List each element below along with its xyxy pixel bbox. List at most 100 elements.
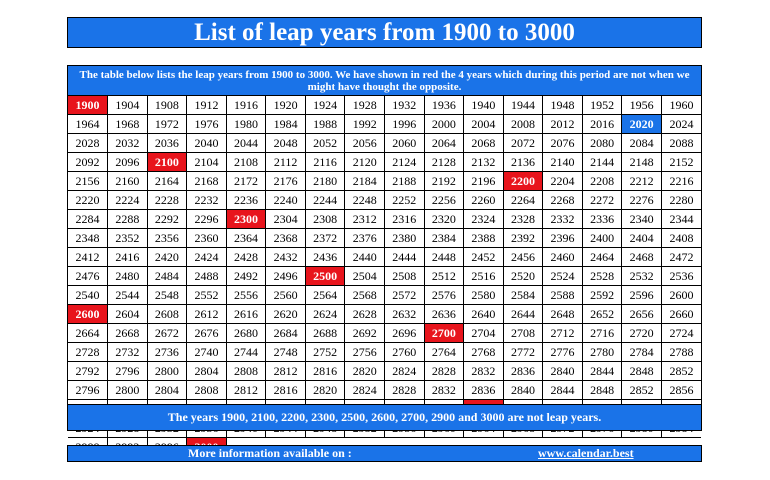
table-row: 2664 2668 2672 2676 2680 2684 2688 2692 2696 2700… <box>68 323 701 343</box>
year-cell: 1988 <box>304 114 346 134</box>
year-cell: 2840 <box>542 361 583 381</box>
year-cell: 2084 <box>621 133 662 153</box>
year-cell: 2548 <box>146 285 188 305</box>
year-cell: 2820 <box>304 380 346 400</box>
year-cell: 2724 <box>660 323 701 343</box>
year-cell: 2692 <box>344 323 385 343</box>
year-cell: 2516 <box>463 266 504 286</box>
year-cell: 2712 <box>542 323 583 343</box>
year-cell: 2004 <box>463 114 504 134</box>
year-cell: 2428 <box>225 247 267 267</box>
year-cell: 2808 <box>186 380 227 400</box>
year-cell: 2144 <box>581 152 623 172</box>
year-cell: 2036 <box>146 133 188 153</box>
year-cell: 2120 <box>344 152 385 172</box>
year-cell: 2384 <box>423 228 465 248</box>
year-cell: 2012 <box>542 114 583 134</box>
non-leap-year-cell: 2300 <box>225 209 267 229</box>
year-cell: 2148 <box>621 152 662 172</box>
year-cell: 2612 <box>186 304 227 324</box>
year-cell: 2760 <box>384 342 425 362</box>
year-cell: 2272 <box>581 190 623 210</box>
year-cell: 2224 <box>107 190 148 210</box>
table-row: 2348 2352 2356 2360 2364 2368 2372 2376 2380 2384… <box>68 228 701 248</box>
year-cell: 2248 <box>344 190 385 210</box>
year-cell: 2716 <box>581 323 623 343</box>
year-cell: 2616 <box>225 304 267 324</box>
year-cell: 2756 <box>344 342 385 362</box>
year-cell: 1968 <box>107 114 148 134</box>
year-cell: 2460 <box>542 247 583 267</box>
year-cell: 2448 <box>423 247 465 267</box>
year-cell: 2588 <box>542 285 583 305</box>
year-cell: 2180 <box>304 171 346 191</box>
year-cell: 2416 <box>107 247 148 267</box>
year-cell: 2404 <box>621 228 662 248</box>
not-leap-years-note: The years 1900, 2100, 2200, 2300, 2500, … <box>68 404 701 430</box>
year-cell: 2124 <box>384 152 425 172</box>
non-leap-year-cell: 1900 <box>68 96 109 115</box>
year-cell: 2444 <box>384 247 425 267</box>
calendar-link[interactable]: www.calendar.best <box>538 446 634 460</box>
year-cell: 2228 <box>146 190 188 210</box>
year-cell: 2664 <box>68 323 109 343</box>
year-cell: 2636 <box>423 304 465 324</box>
year-cell: 2472 <box>660 247 701 267</box>
year-cell: 2480 <box>107 266 148 286</box>
year-cell: 2000 <box>423 114 465 134</box>
year-cell: 2812 <box>265 361 306 381</box>
year-cell: 2852 <box>660 361 701 381</box>
year-cell: 2652 <box>581 304 623 324</box>
year-cell: 2216 <box>660 171 701 191</box>
year-cell: 2080 <box>581 133 623 153</box>
year-cell: 2212 <box>621 171 662 191</box>
year-cell: 2400 <box>581 228 623 248</box>
year-cell: 2828 <box>423 361 465 381</box>
year-cell: 2436 <box>304 247 346 267</box>
year-cell: 2112 <box>265 152 306 172</box>
year-cell: 2640 <box>463 304 504 324</box>
year-cell: 2764 <box>423 342 465 362</box>
year-cell: 2564 <box>304 285 346 305</box>
year-cell: 2560 <box>265 285 306 305</box>
year-cell: 1956 <box>621 96 662 115</box>
table-row: 2540 2544 2548 2552 2556 2560 2564 2568 2572 2576… <box>68 285 701 305</box>
year-cell: 2024 <box>660 114 701 134</box>
year-cell: 2140 <box>542 152 583 172</box>
year-cell: 2304 <box>265 209 306 229</box>
current-year-cell: 2020 <box>621 114 662 134</box>
year-cell: 2360 <box>186 228 227 248</box>
year-cell: 2076 <box>542 133 583 153</box>
year-cell: 2576 <box>423 285 465 305</box>
year-cell: 2608 <box>146 304 188 324</box>
year-cell: 2376 <box>344 228 385 248</box>
table-row: 2600 2604 2608 2612 2616 2620 2624 2628 2632 2636… <box>68 304 701 324</box>
year-cell: 2620 <box>265 304 306 324</box>
year-cell: 2196 <box>463 171 504 191</box>
year-cell: 2832 <box>463 361 504 381</box>
year-cell: 2088 <box>660 133 701 153</box>
year-cell: 2488 <box>186 266 227 286</box>
year-cell: 2160 <box>107 171 148 191</box>
year-cell: 2048 <box>265 133 306 153</box>
intro-text: The table below lists the leap years fro… <box>68 66 701 96</box>
year-cell: 2528 <box>581 266 623 286</box>
year-cell: 2512 <box>423 266 465 286</box>
year-cell: 2784 <box>621 342 662 362</box>
year-cell: 2396 <box>542 228 583 248</box>
year-cell: 2388 <box>463 228 504 248</box>
year-cell: 2684 <box>265 323 306 343</box>
year-cell: 2744 <box>225 342 267 362</box>
year-cell: 2312 <box>344 209 385 229</box>
year-cell: 2776 <box>542 342 583 362</box>
year-cell: 1904 <box>107 96 148 115</box>
year-cell: 2816 <box>304 361 346 381</box>
table-row: 1964 1968 1972 1976 1980 1984 1988 1992 1996 2000… <box>68 114 701 134</box>
year-cell: 2284 <box>68 209 109 229</box>
year-cell: 2732 <box>107 342 148 362</box>
year-cell: 1960 <box>660 96 701 115</box>
year-cell: 2336 <box>581 209 623 229</box>
year-cell: 2108 <box>225 152 267 172</box>
year-cell: 2464 <box>581 247 623 267</box>
more-info-label: More information available on : <box>188 446 352 460</box>
